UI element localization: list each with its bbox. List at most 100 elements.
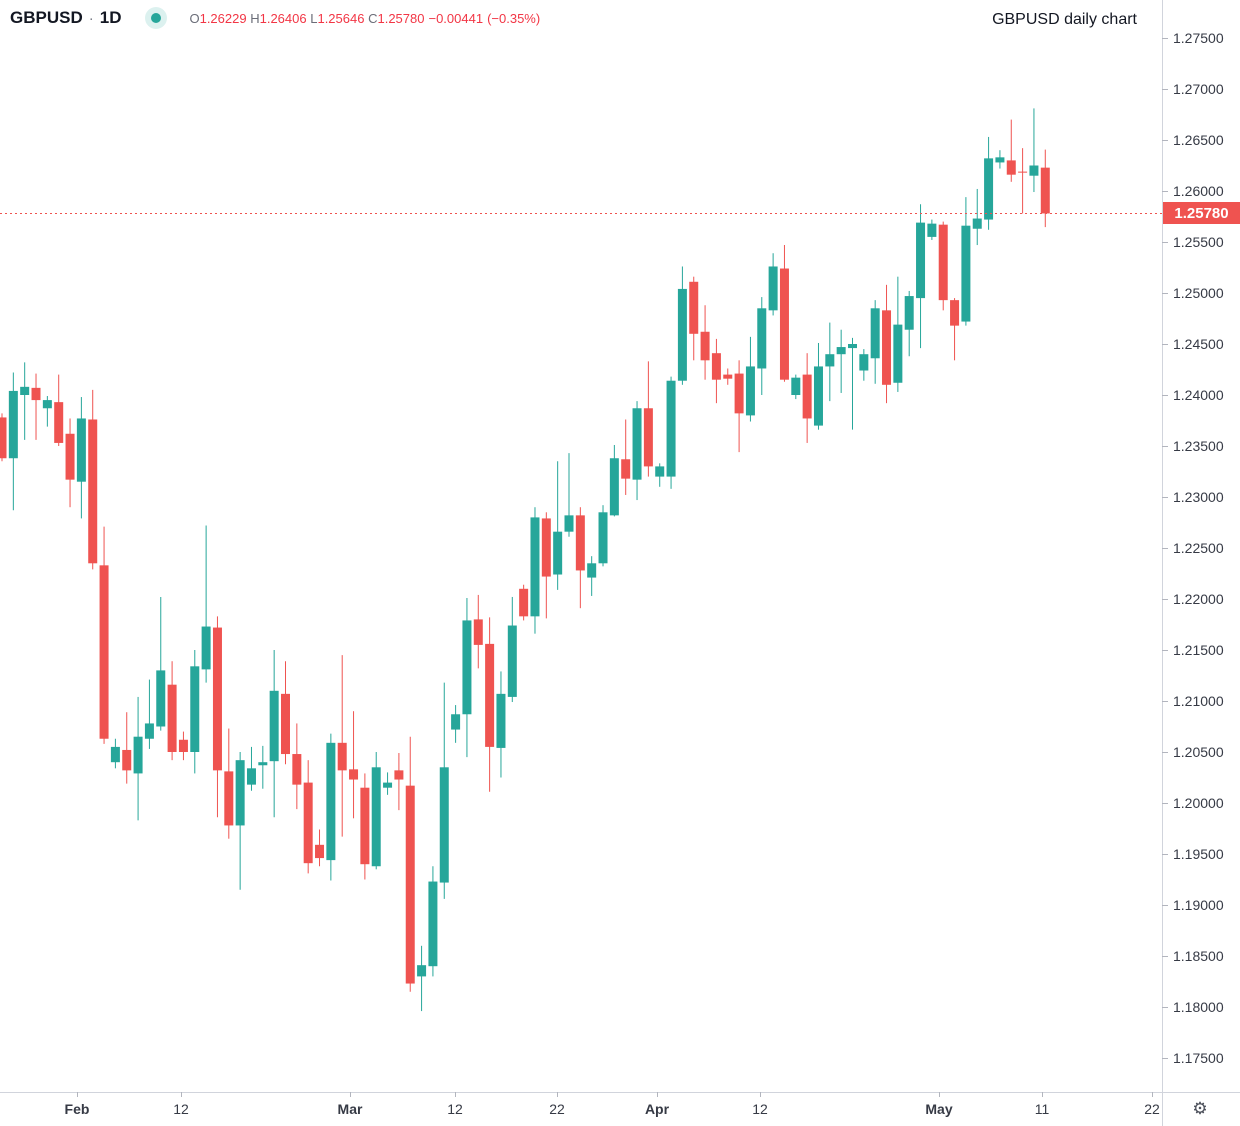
candle: [190, 650, 200, 774]
chart-legend: GBPUSD · 1D O1.26229 H1.26406 L1.25646 C…: [10, 7, 540, 29]
candle: [144, 679, 154, 749]
price-axis-label: 1.23500: [1173, 438, 1224, 454]
price-axis-label: 1.21500: [1173, 642, 1224, 658]
candle: [587, 556, 597, 596]
open-value: 1.26229: [199, 10, 247, 26]
price-axis-label: 1.26500: [1173, 132, 1224, 148]
candle: [541, 512, 551, 619]
time-axis-label: Mar: [337, 1101, 363, 1117]
price-axis-label: 1.25500: [1173, 234, 1224, 250]
candle: [836, 329, 846, 393]
price-axis-label: 1.22000: [1173, 591, 1224, 607]
time-axis-label: 22: [549, 1101, 565, 1117]
candle: [870, 300, 880, 384]
candle: [575, 507, 585, 609]
gear-icon: ⚙: [1192, 1099, 1208, 1118]
candle: [133, 696, 143, 821]
candle: [315, 829, 325, 867]
candle: [609, 444, 619, 517]
candle: [950, 298, 960, 361]
time-axis-label: 22: [1144, 1101, 1160, 1117]
market-status-icon[interactable]: [145, 7, 168, 29]
candle: [54, 374, 64, 446]
candle: [655, 463, 665, 487]
high-value: 1.26406: [259, 10, 307, 26]
candle: [383, 772, 393, 795]
candle: [224, 728, 234, 839]
candle: [473, 594, 483, 669]
low-label: L: [310, 10, 318, 26]
candle: [496, 671, 506, 778]
candle: [349, 711, 359, 819]
price-axis-label: 1.19500: [1173, 846, 1224, 862]
candle: [417, 945, 427, 1012]
price-axis-label: 1.27500: [1173, 30, 1224, 46]
candle: [337, 655, 347, 837]
candle: [326, 733, 336, 881]
candle: [530, 507, 540, 634]
candle: [904, 290, 914, 357]
candle: [0, 413, 7, 462]
time-axis-label: Apr: [644, 1101, 670, 1117]
price-axis-label: 1.24500: [1173, 336, 1224, 352]
candle: [813, 342, 823, 430]
candle: [31, 373, 41, 440]
price-axis-label: 1.26000: [1173, 183, 1224, 199]
candle: [122, 712, 132, 784]
candle: [916, 204, 926, 349]
candle: [485, 617, 495, 792]
candle: [371, 752, 381, 870]
candle: [598, 505, 608, 567]
candle: [700, 305, 710, 380]
candle: [235, 752, 245, 890]
price-axis-label: 1.22500: [1173, 540, 1224, 556]
candle: [643, 361, 653, 477]
candle: [212, 616, 222, 818]
low-value: 1.25646: [317, 10, 365, 26]
candle: [519, 584, 529, 621]
candle: [88, 389, 98, 570]
price-axis[interactable]: 1.27500 1.27000 1.26500 1.26000 1.25500 1.250…: [1162, 0, 1240, 1092]
symbol-title[interactable]: GBPUSD: [10, 8, 83, 27]
candle: [961, 197, 971, 326]
candle: [462, 597, 472, 758]
candle: [677, 266, 687, 385]
candle: [394, 753, 404, 811]
interval-label[interactable]: 1D: [99, 8, 122, 27]
price-axis-label: 1.19000: [1173, 897, 1224, 913]
close-value: 1.25780: [377, 10, 425, 26]
ohlc-readout: O1.26229 H1.26406 L1.25646 C1.25780 −0.00…: [189, 11, 540, 26]
candle: [303, 760, 313, 874]
candle: [938, 221, 948, 311]
candle: [757, 297, 767, 395]
candle: [428, 866, 438, 977]
time-axis[interactable]: Feb 12 Mar 12 22 Apr 12 May 11 22: [0, 1092, 1162, 1126]
open-label: O: [189, 10, 200, 26]
time-axis-label: 12: [752, 1101, 768, 1117]
candle: [451, 705, 461, 743]
candle: [156, 596, 166, 731]
candle: [178, 731, 188, 761]
candle: [666, 376, 676, 489]
chart-annotation-text: GBPUSD daily chart: [992, 11, 1137, 28]
candle: [621, 419, 631, 495]
candle: [972, 188, 982, 246]
candle: [42, 396, 52, 427]
candle: [110, 738, 120, 769]
candle: [768, 253, 778, 316]
candle: [859, 349, 869, 381]
price-axis-label: 1.24000: [1173, 387, 1224, 403]
candle: [292, 723, 302, 810]
price-axis-label: 1.18000: [1173, 999, 1224, 1015]
status-dot-core-icon: [151, 13, 162, 23]
candle: [246, 746, 256, 791]
candle: [20, 362, 30, 440]
candle: [632, 401, 642, 501]
settings-button[interactable]: ⚙: [1184, 1096, 1216, 1122]
price-axis-label: 1.27000: [1173, 81, 1224, 97]
price-axis-label: 1.23000: [1173, 489, 1224, 505]
high-label: H: [250, 10, 260, 26]
time-axis-label: 12: [173, 1101, 189, 1117]
